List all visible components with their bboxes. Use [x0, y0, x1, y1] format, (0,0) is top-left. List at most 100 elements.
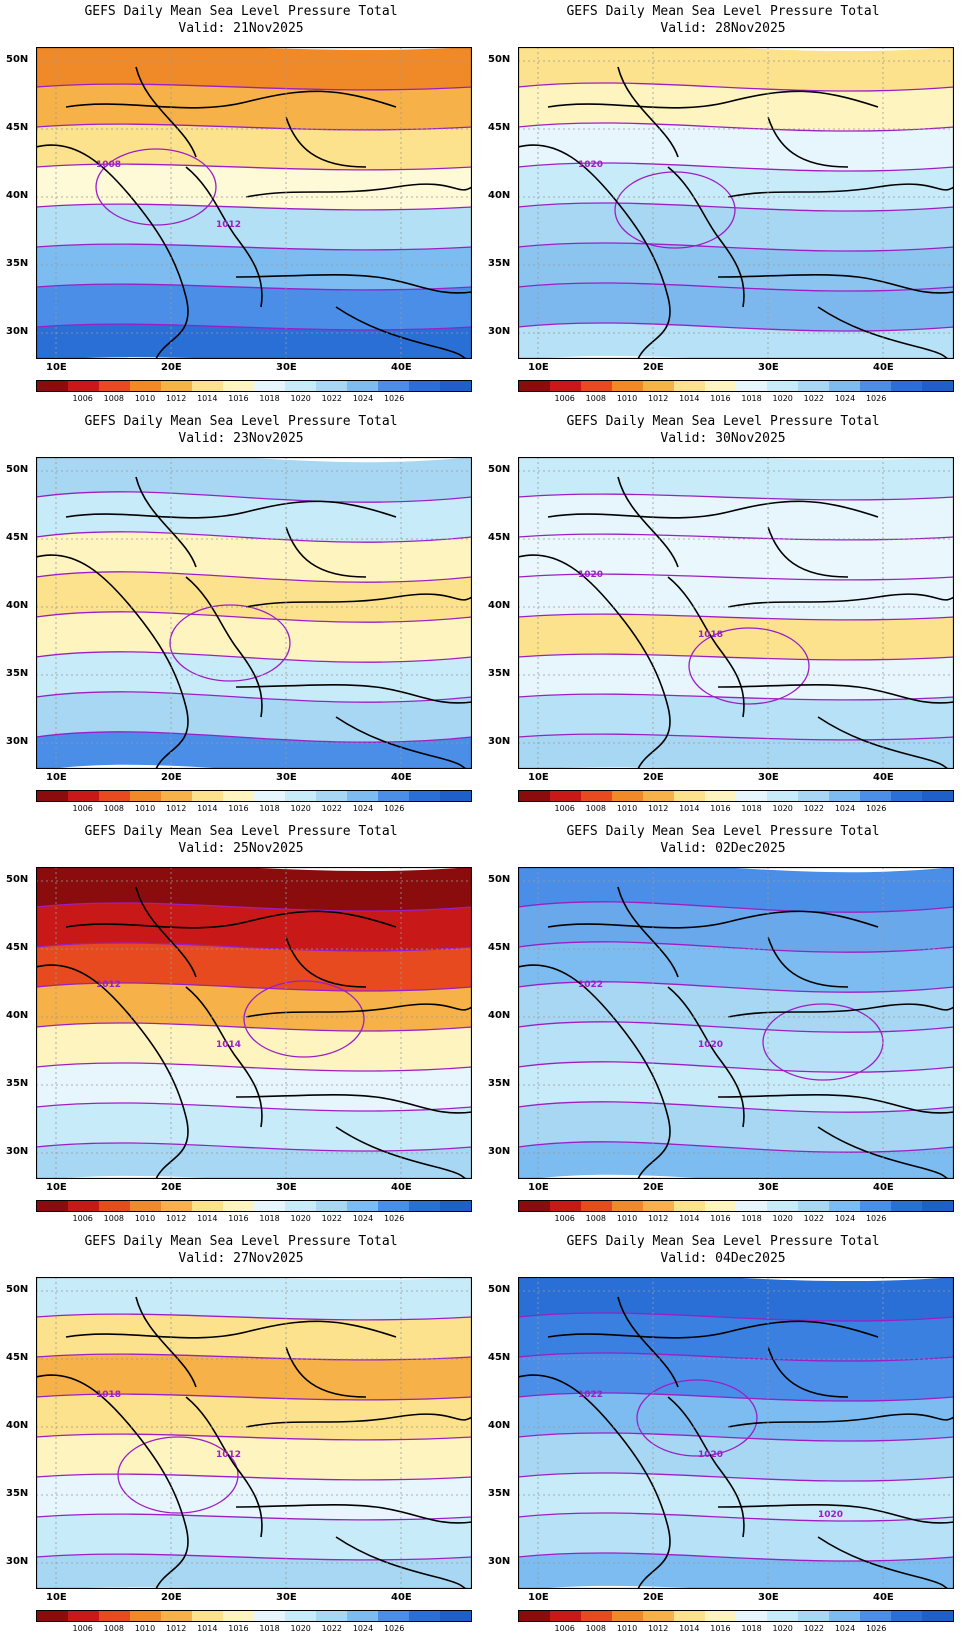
lon-label: 10E [46, 362, 67, 373]
lat-label: 45N [488, 122, 511, 133]
pressure-band [518, 1061, 954, 1114]
colorbar-tick-label: 1024 [352, 394, 374, 403]
coastline [285, 1346, 367, 1398]
colorbar-tick-label: 1010 [616, 394, 638, 403]
lat-label: 35N [488, 1488, 511, 1499]
lat-label: 40N [488, 190, 511, 201]
panel-valid-date: Valid: 04Dec2025 [660, 1251, 786, 1266]
coastline [727, 1003, 954, 1018]
colorbar-tick-label: 1012 [165, 1624, 187, 1633]
lat-label: 35N [488, 258, 511, 269]
pressure-map: 1012 1014 [36, 867, 472, 1179]
colorbar-tick-label: 1016 [228, 394, 249, 403]
colorbar-swatch [705, 1201, 736, 1211]
colorbar-swatch [347, 1201, 378, 1211]
panel-valid-date: Valid: 27Nov2025 [178, 1251, 304, 1266]
coastline [36, 964, 189, 1179]
colorbar-swatch [612, 1201, 643, 1211]
colorbar-swatch [860, 1611, 891, 1621]
colorbar-swatch [643, 381, 674, 391]
panel-valid-date: Valid: 23Nov2025 [178, 431, 304, 446]
isobar-label: 1018 [698, 630, 723, 640]
isobar-line [518, 1021, 954, 1033]
colorbar-swatch [285, 791, 316, 801]
lon-label: 30E [758, 362, 779, 373]
colorbar-swatch [68, 1201, 99, 1211]
colorbar-swatch [409, 381, 440, 391]
pressure-band [36, 867, 472, 913]
lon-label: 30E [276, 362, 297, 373]
isobar-line [36, 691, 472, 703]
pressure-band [36, 1102, 472, 1153]
coastline [547, 910, 879, 929]
colorbar-swatch [581, 1201, 612, 1211]
lon-label: 10E [46, 1592, 67, 1603]
coastline [285, 526, 367, 578]
lon-label: 40E [873, 772, 894, 783]
coastline [65, 500, 397, 519]
coastline [667, 1396, 745, 1538]
colorbar-tick-label: 1008 [585, 804, 607, 813]
colorbar-swatch [891, 1201, 922, 1211]
colorbar-swatch [223, 1611, 254, 1621]
pressure-band [518, 162, 954, 213]
colorbar-swatch [581, 1611, 612, 1621]
colorbar-tick-label: 1020 [290, 1624, 311, 1633]
colorbar-swatch [316, 1201, 347, 1211]
colorbar-tick-label: 1020 [290, 804, 311, 813]
lat-label: 50N [488, 464, 511, 475]
map-panel: GEFS Daily Mean Sea Level Pressure Total… [482, 0, 964, 410]
lat-label: 45N [488, 532, 511, 543]
coastline [767, 1346, 849, 1398]
coastline [245, 1413, 472, 1428]
colorbar-tick-label: 1014 [197, 804, 218, 813]
colorbar-tick-label: 1006 [554, 1624, 575, 1633]
colorbar-tick-label: 1012 [165, 1214, 187, 1223]
pressure-band [518, 574, 954, 621]
colorbar-tick-label: 1026 [865, 1624, 887, 1633]
pressure-band [518, 122, 954, 173]
colorbar-swatch [161, 1201, 192, 1211]
colorbar-swatch [581, 791, 612, 801]
colorbar-tick-label: 1022 [321, 1214, 343, 1223]
lon-label: 20E [161, 362, 182, 373]
colorbar-swatch [767, 791, 798, 801]
colorbar-tick-label: 1018 [259, 1214, 280, 1223]
map-panel: GEFS Daily Mean Sea Level Pressure Total… [0, 0, 482, 410]
coastline [235, 1093, 472, 1114]
colorbar-swatch [767, 381, 798, 391]
colorbar-tick-label: 1006 [72, 804, 93, 813]
lon-label: 30E [758, 1182, 779, 1193]
colorbar-tick-label: 1006 [72, 1624, 93, 1633]
pressure-map: 1020 1018 [518, 457, 954, 769]
colorbar-tick-label: 1022 [803, 804, 825, 813]
map-frame [518, 1277, 954, 1589]
isobar-label: 1020 [578, 160, 603, 170]
lat-label: 45N [6, 122, 29, 133]
colorbar-swatch [223, 791, 254, 801]
coastline [617, 886, 679, 978]
pressure-band [36, 1062, 472, 1113]
pressure-band [36, 982, 472, 1033]
lon-label: 20E [161, 772, 182, 783]
isobar-line [36, 1433, 472, 1441]
isobar-line [518, 1101, 954, 1113]
coastline [717, 1093, 954, 1114]
lon-label: 20E [643, 362, 664, 373]
colorbar-tick-label: 1012 [647, 394, 669, 403]
lat-label: 50N [488, 874, 511, 885]
lat-label: 50N [488, 54, 511, 65]
colorbar-swatch [223, 1201, 254, 1211]
colorbar-swatch [316, 381, 347, 391]
colorbar-swatch [192, 791, 223, 801]
colorbar [36, 380, 472, 392]
colorbar-tick-label: 1020 [772, 394, 793, 403]
colorbar-tick-label: 1006 [554, 1214, 575, 1223]
isobar-line [36, 1313, 472, 1321]
pressure-band [36, 1514, 472, 1561]
pressure-band [36, 731, 472, 769]
lat-label: 30N [488, 736, 511, 747]
isobar-line [36, 902, 472, 912]
colorbar-swatch [161, 791, 192, 801]
pressure-band [518, 1392, 954, 1443]
